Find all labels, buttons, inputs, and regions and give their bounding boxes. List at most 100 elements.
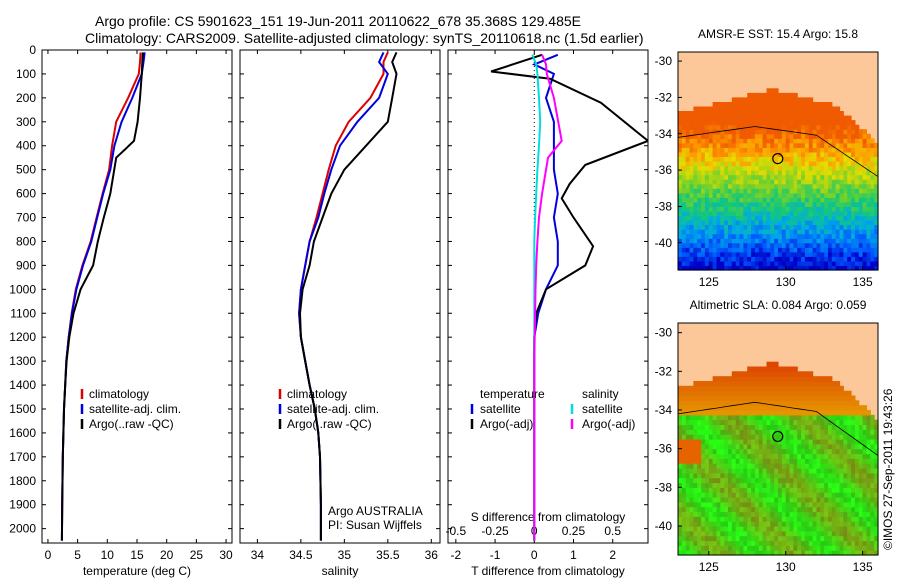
map-cell [839, 448, 844, 455]
map-cell [781, 256, 787, 262]
map-cell [797, 170, 802, 176]
map-cell [762, 458, 767, 464]
map-cell [839, 521, 844, 527]
map-cell [808, 220, 814, 226]
map-cell [808, 429, 814, 435]
map-cell [720, 516, 725, 522]
map-cell [701, 238, 706, 244]
map-cell [816, 102, 821, 108]
map-cell [770, 97, 775, 103]
map-cell [789, 550, 794, 556]
map-cell [712, 506, 717, 513]
map-cell [731, 439, 737, 445]
map-cell [820, 463, 825, 469]
map-cell [747, 242, 752, 248]
map-cell [681, 161, 687, 167]
map-cell [843, 129, 848, 135]
map-cell [685, 482, 691, 488]
map-cell [678, 124, 683, 130]
map-cell [743, 381, 748, 387]
map-cell [785, 174, 791, 180]
map-cell [828, 400, 833, 406]
map-cell [754, 151, 760, 157]
map-cell [762, 468, 767, 474]
map-cell [820, 147, 825, 153]
map-cell [685, 183, 691, 189]
map-cell [697, 124, 702, 130]
map-cell [847, 238, 852, 244]
map-cell [835, 120, 841, 126]
map-cell [678, 192, 683, 198]
map-cell [743, 477, 748, 484]
map-cell [793, 256, 798, 262]
map-cell [866, 233, 871, 239]
map-cell [766, 233, 771, 239]
map-cell [820, 120, 825, 126]
map-cell [797, 381, 802, 387]
map-cell [797, 439, 802, 445]
map-cell [851, 124, 856, 130]
map-cell [697, 535, 702, 542]
map-cell [724, 400, 729, 406]
map-cell [743, 102, 748, 108]
map-cell [831, 501, 837, 508]
map-cell [758, 535, 764, 542]
map-cell [801, 183, 806, 189]
map-cell [816, 251, 821, 257]
map-cell [681, 206, 687, 212]
map-cell [716, 550, 721, 556]
map-cell [858, 545, 864, 551]
map-cell [770, 242, 775, 248]
map-cell [839, 405, 844, 411]
map-cell [858, 414, 864, 421]
map-cell [770, 111, 775, 117]
map-cell [739, 419, 744, 426]
map-cell [678, 247, 683, 253]
map-cell [758, 238, 764, 244]
map-cell [789, 124, 794, 130]
map-cell [812, 410, 817, 416]
map-cell [708, 256, 714, 262]
map-cell [697, 265, 702, 271]
map-cell [820, 453, 825, 459]
map-cell [835, 220, 841, 226]
map-cell [789, 97, 794, 103]
map-cell [824, 133, 829, 139]
map-cell [793, 260, 798, 266]
map-cell [847, 197, 852, 203]
map-cell [801, 188, 806, 194]
map-cell [820, 170, 825, 176]
map-cell [835, 151, 841, 157]
map-cell [689, 400, 694, 406]
map-cell [851, 545, 856, 551]
map-cell [739, 453, 744, 459]
map-cell [758, 429, 764, 435]
map-cell [681, 247, 687, 253]
map-cell [685, 526, 691, 532]
map-cell [812, 247, 817, 253]
map-cell [712, 256, 717, 262]
map-cell [797, 472, 802, 479]
map-cell [839, 251, 844, 257]
map-cell [751, 429, 756, 435]
map-cell [735, 497, 741, 503]
map-cell [847, 161, 852, 167]
map-cell [762, 156, 767, 162]
map-cell [804, 111, 810, 117]
map-cell [835, 487, 841, 493]
map-cell [743, 120, 748, 126]
map-cell [708, 197, 714, 203]
map-cell [851, 201, 856, 207]
map-cell [766, 516, 771, 522]
map-cell [866, 260, 871, 266]
map-cell [835, 133, 841, 139]
map-cell [851, 247, 856, 253]
map-cell [731, 129, 737, 135]
map-cell [778, 424, 783, 430]
map-cell [735, 192, 741, 198]
map-cell [678, 238, 683, 244]
map-cell [704, 256, 710, 262]
map-cell [851, 516, 856, 522]
map-cell [835, 482, 841, 488]
map-cell [793, 161, 798, 167]
